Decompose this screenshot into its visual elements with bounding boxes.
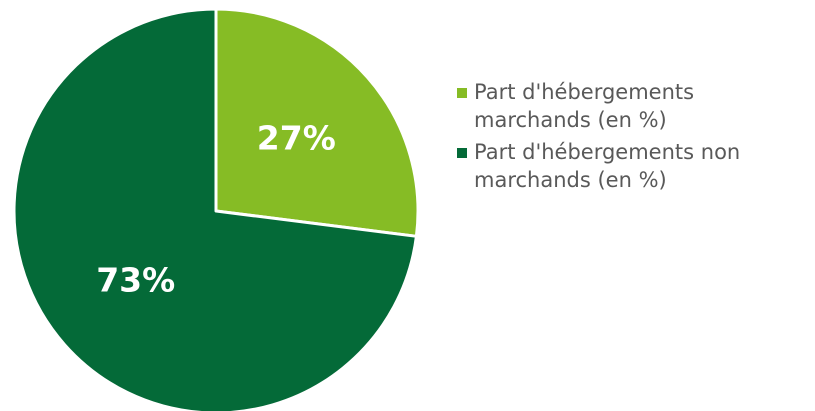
slice-label-marchands: 27% — [257, 119, 336, 158]
slice-label-non-marchands: 73% — [96, 260, 175, 299]
legend-swatch-non-marchands — [457, 148, 467, 158]
legend-item-non-marchands: Part d'hébergements non marchands (en %) — [457, 138, 807, 194]
pie-slice-marchands — [214, 7, 420, 238]
legend-label-marchands: Part d'hébergements marchands (en %) — [474, 80, 695, 132]
legend-item-marchands: Part d'hébergements marchands (en %) — [457, 78, 807, 134]
legend-label-non-marchands: Part d'hébergements non marchands (en %) — [474, 140, 741, 192]
pie-slice-non-marchands — [12, 7, 418, 411]
chart-legend: Part d'hébergements marchands (en %) Par… — [457, 78, 807, 198]
legend-swatch-marchands — [457, 88, 467, 98]
